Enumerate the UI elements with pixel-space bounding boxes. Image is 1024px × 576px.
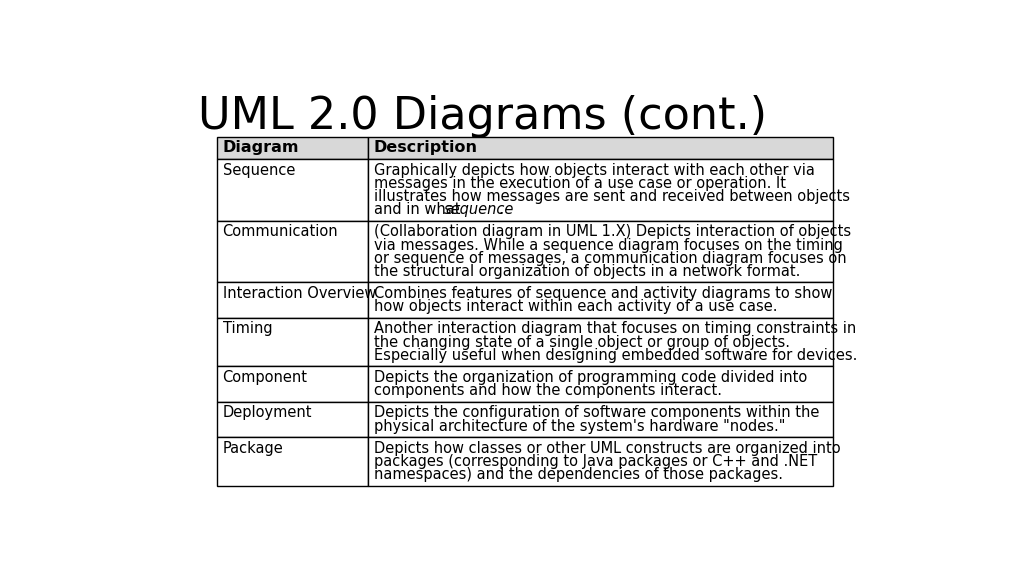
Text: via messages. While a sequence diagram focuses on the timing: via messages. While a sequence diagram f… [374,237,843,252]
Text: messages in the execution of a use case or operation. It: messages in the execution of a use case … [374,176,785,191]
Text: illustrates how messages are sent and received between objects: illustrates how messages are sent and re… [374,189,850,204]
Text: Diagram: Diagram [222,140,299,155]
Bar [217,318,369,366]
Text: Deployment: Deployment [222,406,312,420]
Text: Depicts how classes or other UML constructs are organized into: Depicts how classes or other UML constru… [374,441,841,456]
Bar [217,402,369,437]
Bar [217,282,369,318]
Bar [369,137,834,159]
Bar [369,221,834,282]
Text: Depicts the organization of programming code divided into: Depicts the organization of programming … [374,370,807,385]
Text: Especially useful when designing embedded software for devices.: Especially useful when designing embedde… [374,348,857,363]
Bar [369,282,834,318]
Text: components and how the components interact.: components and how the components intera… [374,383,722,398]
Text: .: . [499,202,504,217]
Bar [217,437,369,486]
Text: physical architecture of the system's hardware "nodes.": physical architecture of the system's ha… [374,419,785,434]
Text: sequence: sequence [444,202,515,217]
Text: the changing state of a single object or group of objects.: the changing state of a single object or… [374,335,790,350]
Bar [369,437,834,486]
Text: Component: Component [222,370,307,385]
Bar [217,221,369,282]
Text: Package: Package [222,441,284,456]
Text: and in what: and in what [374,202,465,217]
Text: or sequence of messages, a communication diagram focuses on: or sequence of messages, a communication… [374,251,846,266]
Bar [369,366,834,402]
Text: sequence: sequence [444,202,515,217]
Text: UML 2.0 Diagrams (cont.): UML 2.0 Diagrams (cont.) [198,96,767,138]
Bar [369,402,834,437]
Text: Combines features of sequence and activity diagrams to show: Combines features of sequence and activi… [374,286,833,301]
Text: Another interaction diagram that focuses on timing constraints in: Another interaction diagram that focuses… [374,321,856,336]
Text: namespaces) and the dependencies of those packages.: namespaces) and the dependencies of thos… [374,467,782,482]
Bar [217,159,369,221]
Text: how objects interact within each activity of a use case.: how objects interact within each activit… [374,299,777,314]
Text: Description: Description [374,140,477,155]
Bar [217,366,369,402]
Text: Interaction Overview: Interaction Overview [222,286,376,301]
Text: Sequence: Sequence [222,163,295,178]
Text: and in what: and in what [374,202,465,217]
Text: Communication: Communication [222,225,338,240]
Text: packages (corresponding to Java packages or C++ and .NET: packages (corresponding to Java packages… [374,454,817,469]
Text: Depicts the configuration of software components within the: Depicts the configuration of software co… [374,406,819,420]
Bar [217,137,369,159]
Bar [369,318,834,366]
Text: Timing: Timing [222,321,272,336]
Text: the structural organization of objects in a network format.: the structural organization of objects i… [374,264,800,279]
Bar [369,159,834,221]
Text: (Collaboration diagram in UML 1.X) Depicts interaction of objects: (Collaboration diagram in UML 1.X) Depic… [374,225,851,240]
Text: Graphically depicts how objects interact with each other via: Graphically depicts how objects interact… [374,163,814,178]
